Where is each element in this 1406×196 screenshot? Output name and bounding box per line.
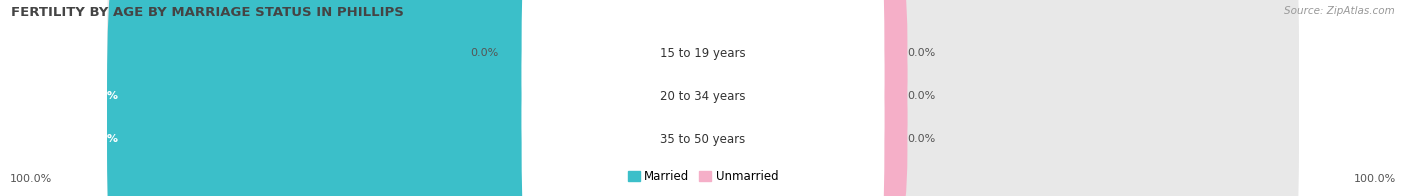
FancyBboxPatch shape [522,0,884,196]
Text: 0.0%: 0.0% [907,91,935,101]
FancyBboxPatch shape [522,0,884,196]
FancyBboxPatch shape [849,61,907,196]
Text: 100.0%: 100.0% [73,134,118,144]
Text: 100.0%: 100.0% [10,174,52,184]
FancyBboxPatch shape [107,0,723,196]
FancyBboxPatch shape [107,0,562,196]
Text: 100.0%: 100.0% [73,91,118,101]
Text: 0.0%: 0.0% [907,134,935,144]
Text: 15 to 19 years: 15 to 19 years [661,46,745,60]
FancyBboxPatch shape [683,0,1299,196]
Text: 0.0%: 0.0% [471,48,499,58]
Text: 100.0%: 100.0% [1354,174,1396,184]
Text: 0.0%: 0.0% [907,48,935,58]
FancyBboxPatch shape [849,18,907,174]
Text: 35 to 50 years: 35 to 50 years [661,132,745,146]
FancyBboxPatch shape [499,0,557,131]
FancyBboxPatch shape [499,18,557,174]
FancyBboxPatch shape [683,0,1299,196]
Text: 20 to 34 years: 20 to 34 years [661,90,745,103]
Text: Source: ZipAtlas.com: Source: ZipAtlas.com [1284,6,1395,16]
Text: FERTILITY BY AGE BY MARRIAGE STATUS IN PHILLIPS: FERTILITY BY AGE BY MARRIAGE STATUS IN P… [11,6,404,19]
FancyBboxPatch shape [849,0,907,131]
FancyBboxPatch shape [499,61,557,196]
Legend: Married, Unmarried: Married, Unmarried [623,166,783,188]
FancyBboxPatch shape [107,0,562,196]
FancyBboxPatch shape [107,0,723,196]
FancyBboxPatch shape [107,0,723,196]
FancyBboxPatch shape [683,0,1299,196]
FancyBboxPatch shape [522,0,884,196]
